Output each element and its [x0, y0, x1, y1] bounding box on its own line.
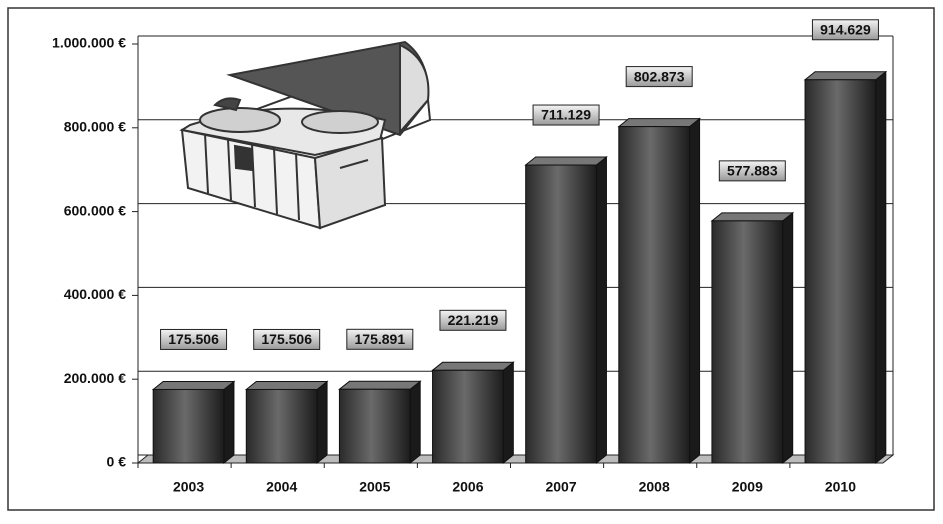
x-tick-label: 2006	[452, 479, 483, 495]
bar-side	[783, 213, 793, 463]
bar-top	[619, 119, 700, 127]
bar-side	[596, 157, 606, 463]
bar	[526, 165, 597, 463]
y-tick-label: 800.000 €	[64, 119, 126, 135]
value-label: 802.873	[634, 68, 685, 84]
bar-top	[433, 362, 514, 370]
x-tick-label: 2007	[545, 479, 576, 495]
y-tick-label: 600.000 €	[64, 202, 126, 218]
bar	[619, 127, 690, 463]
bar-top	[339, 381, 420, 389]
bar-side	[690, 119, 700, 463]
bar-side	[503, 362, 513, 463]
bar-top	[246, 381, 327, 389]
y-tick-label: 400.000 €	[64, 286, 126, 302]
value-label: 577.883	[727, 163, 778, 179]
bar	[246, 389, 317, 463]
bar	[712, 221, 783, 463]
bar-side	[317, 381, 327, 463]
x-tick-label: 2009	[732, 479, 763, 495]
value-label: 914.629	[820, 21, 871, 37]
x-tick-label: 2004	[266, 479, 297, 495]
x-tick-label: 2005	[359, 479, 390, 495]
bar-side	[224, 381, 234, 463]
bar-top	[153, 381, 234, 389]
value-label: 711.129	[541, 107, 591, 123]
x-tick-label: 2008	[639, 479, 670, 495]
bar-side	[876, 72, 886, 463]
value-label: 221.219	[448, 312, 499, 328]
x-tick-label: 2010	[825, 479, 856, 495]
value-label: 175.891	[355, 331, 406, 347]
bar-side	[410, 381, 420, 463]
chart: 0 € 200.000 € 400.000 € 600.000 € 800.000 € 1…	[0, 0, 943, 519]
bar	[805, 80, 876, 463]
bar	[339, 389, 410, 463]
y-tick-label: 0 €	[107, 454, 127, 470]
y-tick-label: 1.000.000 €	[52, 35, 126, 51]
y-tick-label: 200.000 €	[64, 370, 126, 386]
value-label: 175.506	[168, 331, 219, 347]
bar	[153, 389, 224, 463]
bar	[433, 370, 504, 463]
bar-top	[712, 213, 793, 221]
bar-top	[526, 157, 607, 165]
x-tick-label: 2003	[173, 479, 204, 495]
value-label: 175.506	[261, 331, 312, 347]
bar-top	[805, 72, 886, 80]
